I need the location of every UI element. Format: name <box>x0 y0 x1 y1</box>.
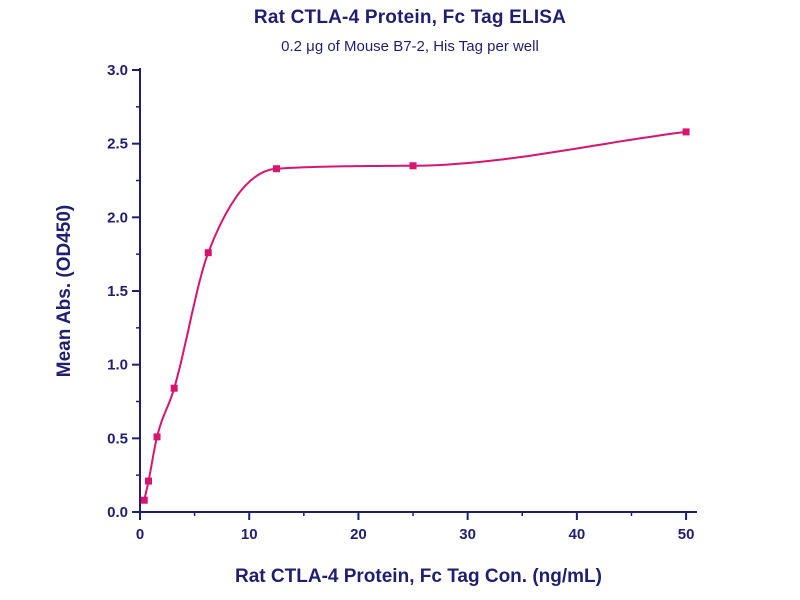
data-point <box>682 128 690 136</box>
y-tick-label: 0.0 <box>107 504 128 521</box>
y-tick-label: 0.5 <box>107 430 128 447</box>
y-tick-label: 1.5 <box>107 283 128 300</box>
data-point <box>153 433 161 441</box>
x-axis-title: Rat CTLA-4 Protein, Fc Tag Con. (ng/mL) <box>235 566 602 587</box>
data-point <box>409 162 417 170</box>
x-tick-label: 10 <box>241 526 258 543</box>
x-tick-label: 20 <box>350 526 367 543</box>
x-tick-label: 30 <box>459 526 476 543</box>
data-point <box>204 249 212 257</box>
fit-curve <box>143 130 687 501</box>
y-tick-label: 2.0 <box>107 209 128 226</box>
chart-subtitle: 0.2 μg of Mouse B7-2, His Tag per well <box>281 38 539 55</box>
y-tick-label: 2.5 <box>107 136 128 153</box>
data-point <box>273 165 281 173</box>
data-point <box>140 496 148 504</box>
x-tick-label: 50 <box>678 526 695 543</box>
y-tick-label: 3.0 <box>107 62 128 79</box>
y-axis-title: Mean Abs. (OD450) <box>54 205 75 377</box>
x-tick-label: 40 <box>569 526 586 543</box>
x-tick-label: 0 <box>136 526 144 543</box>
chart-title: Rat CTLA-4 Protein, Fc Tag ELISA <box>253 7 567 28</box>
data-point <box>170 384 178 392</box>
data-point <box>145 477 153 485</box>
y-tick-label: 1.0 <box>107 357 128 374</box>
